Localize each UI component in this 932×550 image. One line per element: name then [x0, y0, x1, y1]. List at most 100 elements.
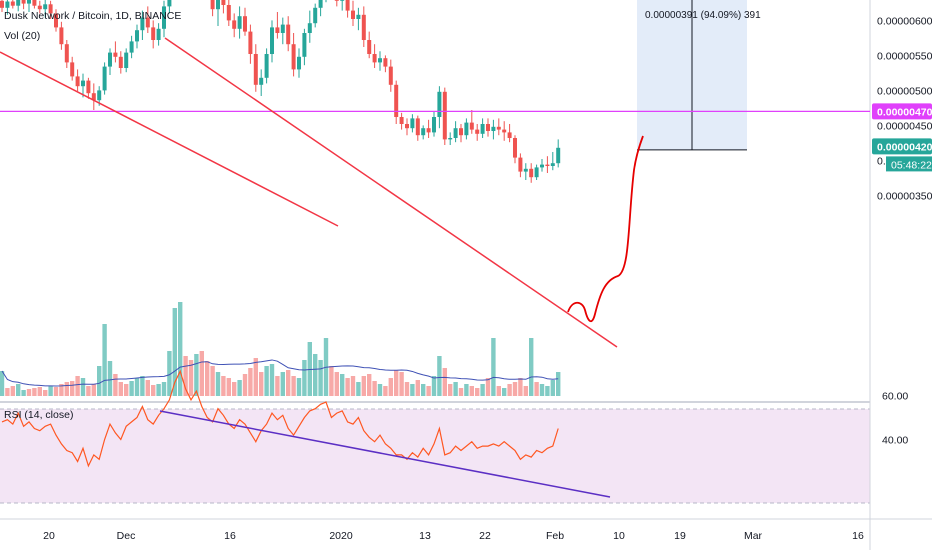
rsi-band	[0, 408, 870, 504]
volume-bar	[194, 354, 199, 396]
rsi-indicator-label[interactable]: RSI (14, close)	[4, 409, 74, 421]
volume-bar	[248, 368, 253, 396]
candle-body	[102, 66, 107, 91]
candle-body	[340, 0, 345, 1]
volume-bar	[367, 374, 372, 396]
volume-bar	[80, 378, 86, 396]
volume-bar	[118, 382, 123, 396]
candle-body	[270, 27, 274, 54]
time-tick: Dec	[117, 530, 136, 542]
candle-body	[216, 0, 220, 10]
candle-body	[97, 90, 102, 101]
volume-bar	[102, 324, 107, 396]
volume-bar	[480, 384, 485, 396]
volume-bar	[275, 376, 280, 396]
volume-bar	[345, 378, 350, 396]
candle-body	[167, 0, 172, 7]
countdown-badge	[886, 156, 932, 172]
time-tick: Feb	[546, 530, 564, 542]
volume-bar	[237, 380, 242, 396]
time-tick: 10	[613, 530, 625, 542]
volume-bar	[91, 384, 96, 396]
volume-bar	[485, 378, 491, 396]
candle-body	[378, 58, 382, 63]
candle-body	[21, 0, 26, 4]
volume-bar	[113, 374, 118, 396]
volume-bar	[545, 386, 550, 396]
candle-body	[513, 138, 517, 158]
candle-body	[156, 28, 161, 40]
candle-body	[91, 93, 96, 101]
volume-bar	[491, 338, 496, 396]
volume-bar	[167, 351, 172, 396]
candle-body	[140, 17, 145, 31]
candle-body	[48, 4, 53, 14]
volume-bar	[280, 372, 285, 396]
volume-bar	[399, 372, 404, 396]
candle-body	[469, 122, 474, 130]
candle-body	[410, 118, 415, 129]
volume-bar	[556, 372, 561, 396]
price-badge-label: 0.00000470	[877, 106, 932, 118]
candle-body	[464, 122, 469, 136]
candle-body	[307, 23, 312, 33]
volume-bar	[64, 382, 69, 396]
volume-bar	[502, 388, 507, 396]
candle-body	[372, 54, 377, 63]
volume-bar	[361, 376, 366, 396]
volume-bar	[86, 386, 91, 396]
candle-body	[507, 132, 512, 138]
volume-bar	[5, 388, 10, 396]
volume-bar	[415, 380, 420, 396]
price-tick: 0.00000550	[877, 50, 932, 62]
rsi-pane	[1, 369, 611, 498]
volume-bar	[145, 380, 150, 396]
candle-body	[496, 126, 501, 130]
symbol-title[interactable]: Dusk Network / Bitcoin, 1D, BINANCE	[4, 10, 182, 22]
candle-body	[291, 44, 296, 70]
volume-bar	[253, 358, 258, 396]
candle-body	[226, 5, 231, 21]
candle-body	[534, 167, 539, 178]
trendline-1	[0, 51, 339, 227]
candle-body	[351, 10, 355, 19]
volume-bar	[529, 338, 534, 396]
volume-bar	[199, 351, 204, 396]
candle-body	[529, 168, 534, 178]
candle-body	[415, 118, 420, 136]
volume-bar	[140, 376, 145, 396]
volume-bar	[210, 366, 215, 396]
candle-body	[10, 1, 15, 6]
volume-bar	[550, 380, 555, 396]
axes: 0.000008500.000008000.000007500.00000700…	[43, 15, 932, 542]
volume-bar	[226, 378, 231, 396]
volume-bar	[307, 342, 312, 396]
candle-body	[550, 163, 555, 166]
volume-bar	[469, 386, 474, 396]
volume-bar	[291, 376, 296, 396]
candle-body	[432, 117, 436, 133]
candle-body	[480, 124, 485, 134]
candle-body	[59, 27, 64, 45]
candle-body	[54, 13, 58, 28]
candle-body	[518, 157, 523, 172]
candle-body	[556, 147, 561, 164]
volume-bar	[53, 387, 59, 396]
volume-indicator-label[interactable]: Vol (20)	[4, 30, 41, 42]
volume-bar	[539, 384, 545, 396]
candle-body	[388, 66, 393, 85]
candle-body	[135, 30, 139, 42]
volume-bar	[377, 384, 383, 396]
volume-bar	[215, 372, 221, 396]
volume-bar	[259, 372, 264, 396]
volume-bar	[340, 374, 345, 396]
candle-body	[43, 4, 48, 10]
candle-body	[297, 56, 301, 70]
candle-body	[491, 126, 496, 131]
volume-bar	[458, 388, 464, 396]
volume-bar	[107, 361, 113, 396]
volume-bar	[48, 386, 53, 396]
candle-body	[286, 24, 291, 45]
